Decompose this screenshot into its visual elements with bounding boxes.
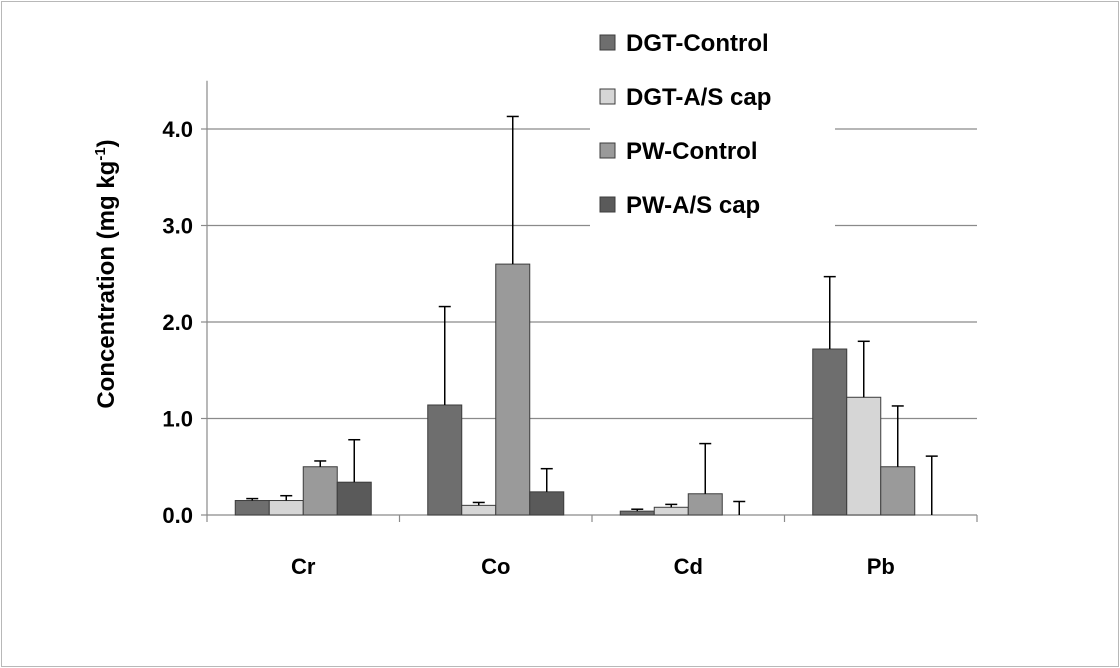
bar	[812, 348, 848, 516]
legend-swatch	[599, 196, 616, 213]
y-axis-title-close: )	[93, 139, 120, 147]
legend-background	[590, 22, 835, 244]
bar	[880, 466, 916, 516]
legend-swatch	[599, 88, 616, 105]
y-tick-label: 4.0	[162, 117, 193, 142]
y-axis-title-superscript: -1	[92, 147, 109, 160]
x-tick-label: Cd	[674, 554, 703, 579]
legend-swatch	[599, 142, 616, 159]
y-tick-label: 0.0	[162, 503, 193, 528]
bar	[495, 263, 531, 516]
y-tick-label: 3.0	[162, 214, 193, 239]
error-bars	[246, 115, 938, 515]
legend[interactable]: DGT-Control DGT-A/S cap PW-Control PW-A/S c…	[590, 22, 835, 244]
tick-labels: 0.0 1.0 2.0 3.0 4.0 Cr Co Cd Pb	[162, 117, 894, 579]
legend-label: PW-Control	[626, 138, 757, 165]
bar	[268, 500, 304, 516]
bar	[619, 510, 655, 516]
x-tick-label: Cr	[291, 554, 316, 579]
bar	[461, 504, 497, 516]
bar	[529, 491, 565, 516]
legend-swatch	[599, 34, 616, 51]
legend-label: DGT-Control	[626, 30, 769, 57]
bar	[427, 404, 463, 516]
x-tick-label: Pb	[867, 554, 895, 579]
y-axis-title-main: Concentration (mg kg	[93, 161, 120, 409]
y-tick-label: 1.0	[162, 407, 193, 432]
bars	[234, 263, 916, 516]
y-tick-label: 2.0	[162, 310, 193, 335]
legend-label: DGT-A/S cap	[626, 84, 771, 111]
bar	[336, 481, 372, 516]
bar	[846, 396, 882, 516]
y-axis-title: Concentration (mg kg-1)	[92, 139, 120, 408]
legend-label: PW-A/S cap	[626, 192, 760, 219]
bar	[302, 466, 338, 516]
bar	[234, 500, 270, 516]
bar	[687, 493, 723, 516]
bar	[653, 506, 689, 516]
x-tick-label: Co	[481, 554, 510, 579]
